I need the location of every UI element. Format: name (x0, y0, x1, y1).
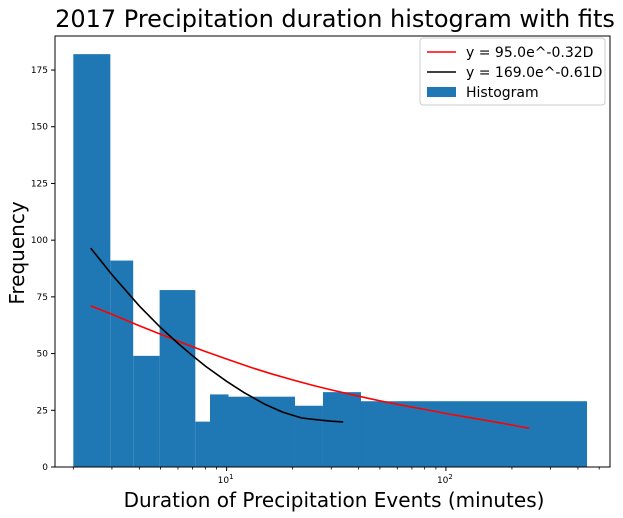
y-tick-label-100: 100 (31, 236, 48, 246)
histogram-bar-8 (294, 405, 323, 467)
histogram-bar-4 (159, 290, 196, 467)
legend-box (419, 37, 606, 106)
y-tick-label-50: 50 (37, 350, 49, 360)
x-tick-label-10: 101 (218, 473, 234, 486)
legend-label-2: y = 169.0e^-0.61D (466, 65, 602, 81)
y-tick-label-0: 0 (42, 463, 48, 473)
y-axis-label: Frequency (5, 201, 29, 304)
axes: 0 25 50 75 100 125 150 175 101 102 (31, 35, 611, 486)
fit-line-2 (90, 247, 344, 423)
legend-swatch-3 (427, 87, 456, 97)
fit-line-1 (90, 305, 530, 430)
y-tick-label-75: 75 (37, 293, 48, 303)
y-tick-label-150: 150 (31, 123, 48, 133)
plot-frame (54, 35, 611, 468)
histogram-bar-6 (210, 394, 229, 467)
histogram-bar-3 (133, 355, 160, 467)
histogram-bars (73, 54, 588, 467)
histogram-bar-1 (73, 54, 111, 467)
histogram-bar-5 (195, 421, 211, 467)
legend-label-3: Histogram (466, 85, 539, 101)
x-axis-label: Duration of Precipitation Events (minute… (124, 488, 545, 512)
histogram-bar-2 (110, 260, 134, 467)
legend-label-1: y = 95.0e^-0.32D (466, 45, 593, 61)
fit-lines (90, 247, 530, 430)
y-tick-label-175: 175 (31, 66, 48, 76)
histogram-bar-10 (360, 401, 588, 467)
histogram-bar-9 (322, 392, 361, 467)
legend: y = 95.0e^-0.32D y = 169.0e^-0.61D Histogr… (419, 37, 606, 106)
y-tick-label-125: 125 (31, 179, 48, 189)
chart-title: 2017 Precipitation duration histogram wi… (55, 5, 615, 33)
histogram-bar-7 (228, 396, 295, 467)
x-tick-label-100: 102 (437, 473, 453, 486)
y-tick-label-25: 25 (37, 406, 48, 416)
